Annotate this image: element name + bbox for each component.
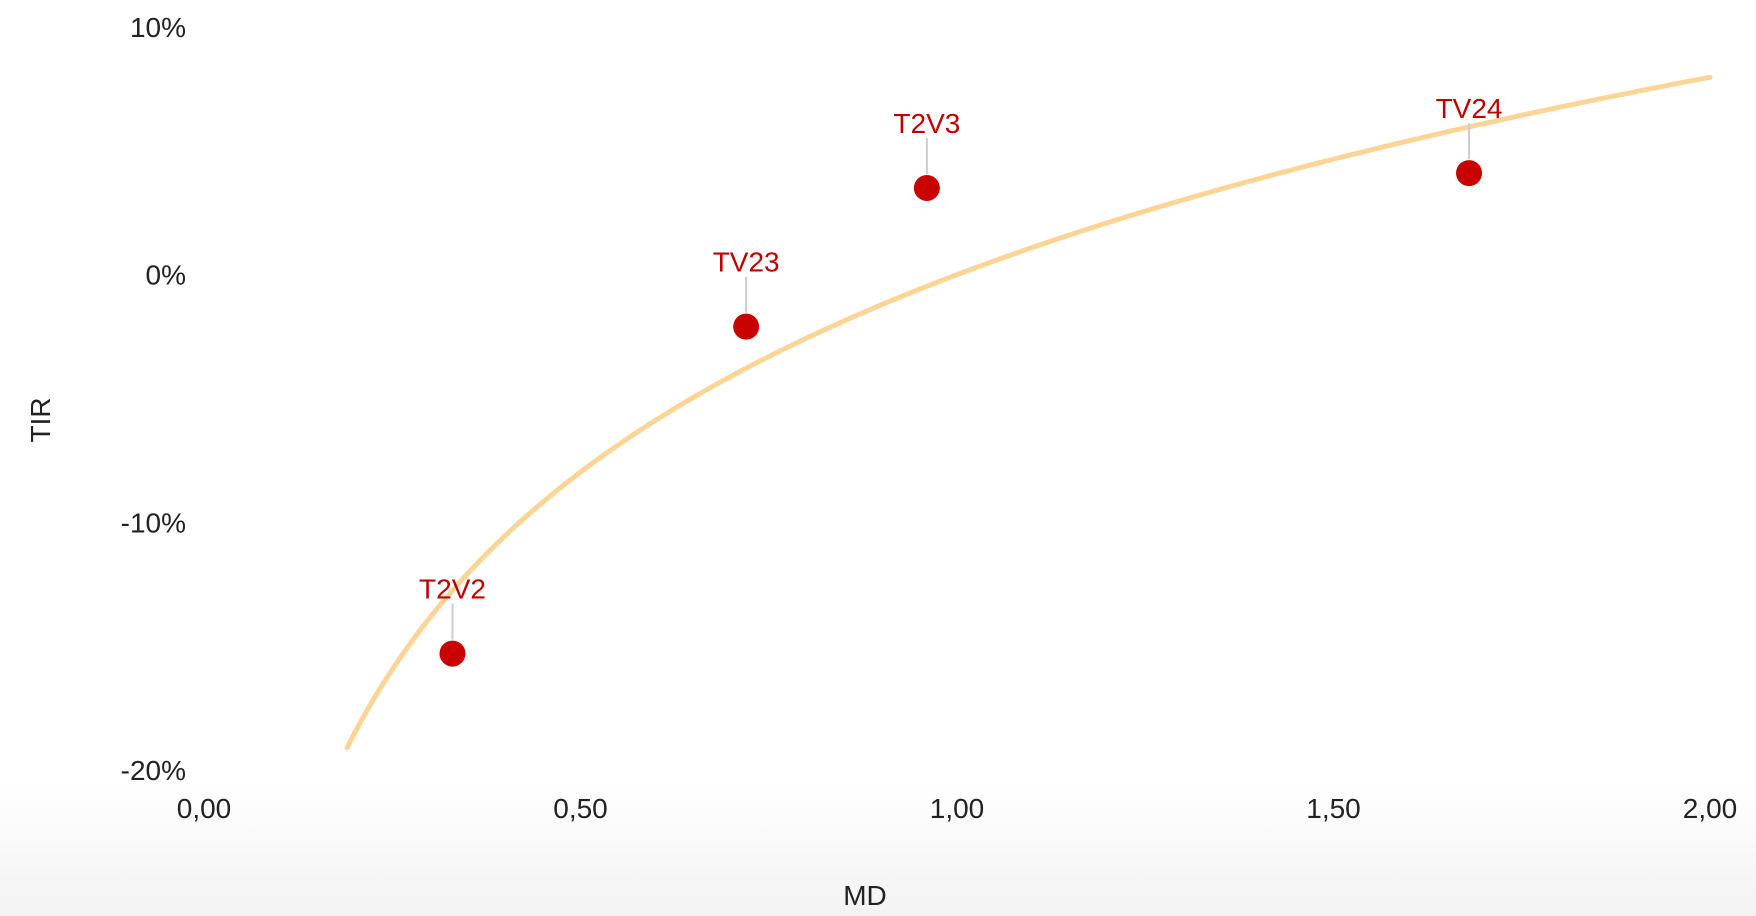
- y-tick-label: -20%: [121, 755, 186, 786]
- data-point-label: T2V3: [893, 108, 960, 139]
- data-point-label: TV23: [713, 247, 780, 278]
- y-axis-ticks: 10% 0% -10% -20%: [121, 12, 186, 786]
- x-tick-label: 0,50: [553, 793, 608, 824]
- data-point: [439, 640, 466, 667]
- y-axis-title: TIR: [25, 397, 56, 442]
- data-point: [733, 313, 760, 340]
- x-axis-ticks: 0,00 0,50 1,00 1,50 2,00: [177, 793, 1738, 824]
- data-point: [913, 174, 940, 201]
- point-labels-layer: T2V2 TV23 T2V3 TV24: [419, 93, 1502, 604]
- y-tick-label: 10%: [130, 12, 186, 43]
- x-tick-label: 2,00: [1683, 793, 1738, 824]
- data-point-label: T2V2: [419, 574, 486, 605]
- trendline-layer: [344, 74, 1713, 751]
- data-point-label: TV24: [1436, 93, 1503, 124]
- x-tick-label: 1,00: [930, 793, 985, 824]
- trendline: [344, 74, 1713, 751]
- leader-layer: [451, 123, 1471, 640]
- y-tick-label: -10%: [121, 507, 186, 538]
- x-tick-label: 1,50: [1306, 793, 1361, 824]
- points-layer: [439, 160, 1483, 667]
- x-axis-title: MD: [843, 880, 887, 911]
- x-tick-label: 0,00: [177, 793, 232, 824]
- data-point: [1456, 160, 1483, 187]
- y-tick-label: 0%: [146, 260, 186, 291]
